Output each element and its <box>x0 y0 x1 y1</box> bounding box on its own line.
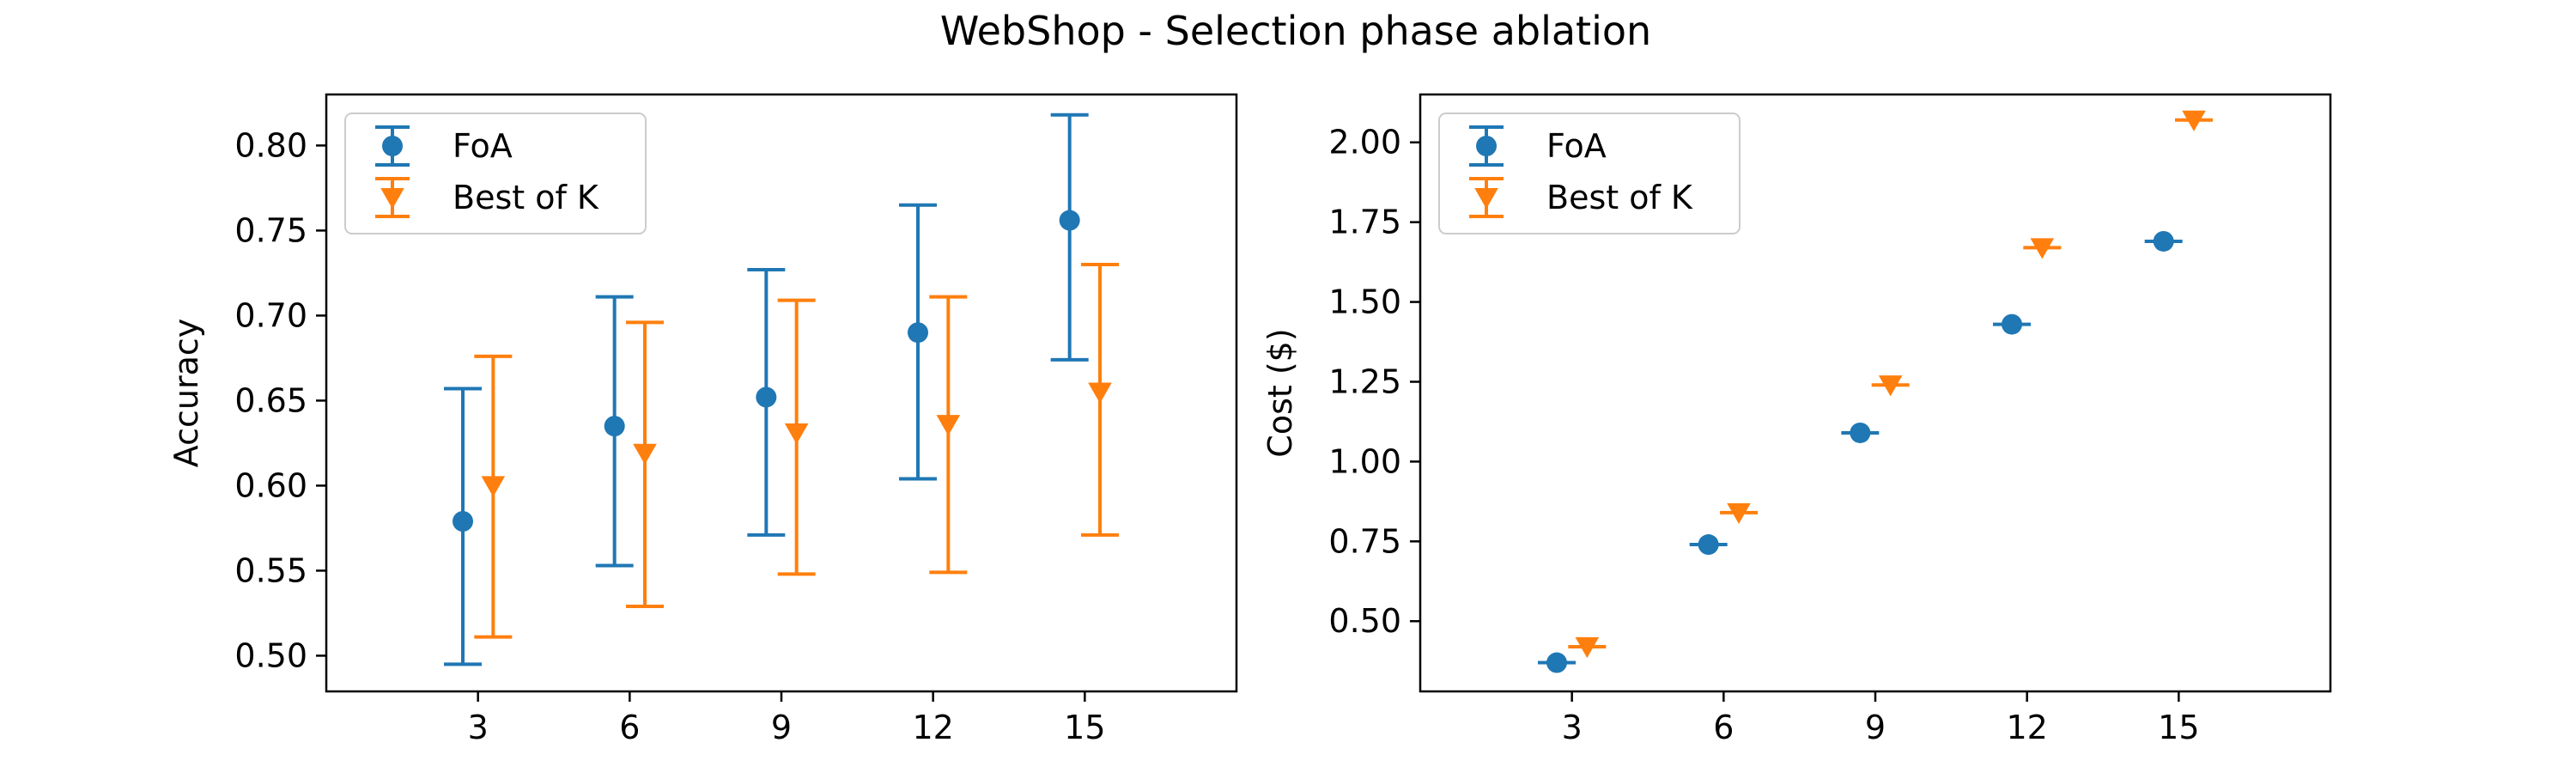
y-tick-label: 2.00 <box>1328 124 1401 161</box>
legend-marker <box>1476 136 1497 156</box>
x-tick-label: 15 <box>1064 709 1105 746</box>
legend-marker <box>1474 187 1498 210</box>
y-tick-label: 0.50 <box>234 636 307 674</box>
y-tick-label: 0.80 <box>234 126 307 164</box>
x-tick-label: 6 <box>1713 709 1734 746</box>
series-best-of-k <box>1568 110 2213 659</box>
data-point <box>1088 382 1112 404</box>
legend-marker <box>382 136 403 156</box>
data-point <box>1850 422 1871 443</box>
data-point <box>1698 534 1719 556</box>
x-tick-label: 9 <box>771 709 792 746</box>
data-point <box>936 415 961 436</box>
data-point <box>2002 313 2022 335</box>
legend-label: Best of K <box>1546 179 1693 216</box>
legend-box <box>1438 113 1741 234</box>
x-tick-label: 15 <box>2158 709 2199 746</box>
data-point <box>1575 636 1600 659</box>
data-point <box>2182 110 2206 131</box>
chart-panel-1: 3 6 9 12 15 0.50 0.55 0.60 0.65 0.70 0.75 0.80 Accur… <box>167 93 1238 746</box>
data-point <box>1878 375 1903 397</box>
series-best-of-k <box>474 263 1119 639</box>
y-tick-label: 0.60 <box>234 466 307 504</box>
legend: FoA Best of K <box>1438 113 1741 234</box>
data-point <box>633 443 657 465</box>
legend-label: Best of K <box>453 179 599 216</box>
series-foa <box>444 113 1089 666</box>
data-point <box>784 423 809 445</box>
y-tick-label: 0.50 <box>1328 602 1401 640</box>
x-tick-label: 9 <box>1865 709 1886 746</box>
legend-label: FoA <box>1546 127 1607 165</box>
y-tick-label: 0.65 <box>234 381 307 419</box>
y-tick-label: 0.75 <box>1328 522 1401 560</box>
data-point <box>1546 652 1567 673</box>
y-tick-label: 1.25 <box>1328 362 1401 400</box>
series-foa <box>1538 230 2183 673</box>
data-point <box>756 386 777 408</box>
y-tick-label: 1.00 <box>1328 442 1401 480</box>
data-point <box>2153 230 2174 252</box>
legend-label: FoA <box>453 127 513 165</box>
data-point <box>1727 502 1751 524</box>
y-axis-label: Accuracy <box>167 319 205 468</box>
legend: FoA Best of K <box>344 113 647 234</box>
figure-title: WebShop - Selection phase ablation <box>940 8 1651 54</box>
y-tick-label: 1.50 <box>1328 283 1401 321</box>
x-tick-label: 3 <box>468 709 489 746</box>
y-axis-label: Cost ($) <box>1261 328 1299 457</box>
x-tick-label: 12 <box>2006 709 2047 746</box>
data-point <box>1059 210 1080 231</box>
legend-marker <box>380 187 404 210</box>
data-point <box>453 510 473 532</box>
data-point <box>481 476 506 497</box>
data-point <box>604 416 625 437</box>
data-point <box>908 322 928 344</box>
y-tick-label: 1.75 <box>1328 204 1401 241</box>
y-tick-label: 0.55 <box>234 551 307 589</box>
x-tick-label: 12 <box>912 709 953 746</box>
y-tick-label: 0.75 <box>234 211 307 249</box>
x-tick-label: 6 <box>619 709 640 746</box>
data-point <box>2030 238 2055 259</box>
chart-panels: 3 6 9 12 15 0.50 0.55 0.60 0.65 0.70 0.75 0.80 Accur… <box>167 93 2332 746</box>
x-tick-label: 3 <box>1562 709 1583 746</box>
legend-box <box>344 113 647 234</box>
chart-panel-2: 3 6 9 12 15 0.50 0.75 1.00 1.25 1.50 1.75 2.00 Cost … <box>1261 93 2332 746</box>
y-tick-label: 0.70 <box>234 296 307 334</box>
